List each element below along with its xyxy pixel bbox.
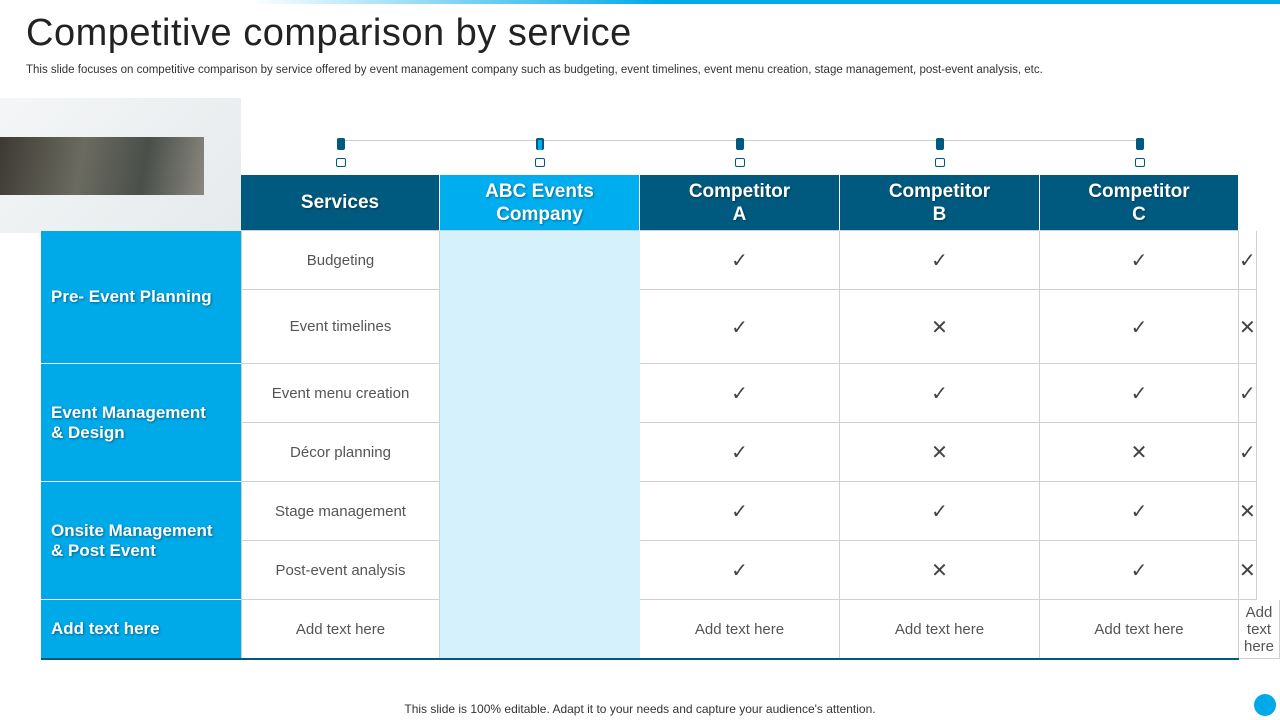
arrow-icon <box>736 138 744 150</box>
marker-box <box>735 158 745 167</box>
mark-cell: ✓ <box>840 231 1040 290</box>
mark-cell: ✕ <box>840 423 1040 482</box>
title: Competitive comparison by service <box>26 12 632 54</box>
column-header: ABC Events Company <box>440 175 640 231</box>
mark-cell: ✓ <box>1040 541 1239 600</box>
mark-cell: ✓ <box>1040 482 1239 541</box>
mark-cell: ✕ <box>1239 482 1257 541</box>
mark-cell: Add text here <box>840 600 1040 659</box>
group-label: Event Management & Design <box>41 364 241 482</box>
service-cell: Stage management <box>241 482 440 541</box>
service-cell: Event timelines <box>241 290 440 364</box>
column-header: Competitor C <box>1040 175 1239 231</box>
mark-cell: ✕ <box>1239 290 1257 364</box>
service-cell: Event menu creation <box>241 364 440 423</box>
marker-box <box>535 158 545 167</box>
footer-note: This slide is 100% editable. Adapt it to… <box>404 702 876 716</box>
arrow-icon <box>936 138 944 150</box>
mark-cell: ✓ <box>640 541 840 600</box>
mark-cell: ✕ <box>840 541 1040 600</box>
mark-cell: ✓ <box>840 482 1040 541</box>
arrow-icon <box>336 138 345 150</box>
mark-cell: ✓ <box>1239 231 1257 290</box>
highlight-column <box>440 231 640 659</box>
service-cell: Décor planning <box>241 423 440 482</box>
mark-cell: ✓ <box>640 231 840 290</box>
service-cell: Post-event analysis <box>241 541 440 600</box>
group-label: Pre- Event Planning <box>41 231 241 364</box>
mark-cell: ✓ <box>1040 290 1239 364</box>
mark-cell: ✕ <box>1239 541 1257 600</box>
column-header: Services <box>241 175 440 231</box>
mark-cell: ✓ <box>840 364 1040 423</box>
group-label: Onsite Management & Post Event <box>41 482 241 600</box>
mark-cell: ✕ <box>840 290 1040 364</box>
mark-cell: ✓ <box>640 423 840 482</box>
photo <box>0 137 204 195</box>
service-cell: Budgeting <box>241 231 440 290</box>
service-cell: Add text here <box>241 600 440 659</box>
column-header: Competitor A <box>640 175 840 231</box>
mark-cell: ✓ <box>640 482 840 541</box>
mark-cell: Add text here <box>640 600 840 659</box>
arrow-icon <box>536 138 544 150</box>
mark-cell: ✓ <box>1239 364 1257 423</box>
arrow-icon <box>1135 138 1144 150</box>
group-label: Add text here <box>41 600 241 659</box>
marker-box <box>1134 158 1145 167</box>
marker-box <box>935 158 945 167</box>
mark-cell: ✓ <box>640 290 840 364</box>
table-bottom-line <box>41 658 1239 660</box>
column-header: Competitor B <box>840 175 1040 231</box>
mark-cell: ✓ <box>1040 364 1239 423</box>
mark-cell: Add text here <box>1239 600 1280 659</box>
subtitle: This slide focuses on competitive compar… <box>26 64 1043 76</box>
top-bar <box>250 0 1280 4</box>
mark-cell: ✓ <box>1040 231 1239 290</box>
mark-cell: Add text here <box>1040 600 1239 659</box>
marker-box <box>335 158 346 167</box>
mark-cell: ✓ <box>1239 423 1257 482</box>
corner-dot <box>1254 694 1276 716</box>
mark-cell: ✕ <box>1040 423 1239 482</box>
mark-cell: ✓ <box>640 364 840 423</box>
